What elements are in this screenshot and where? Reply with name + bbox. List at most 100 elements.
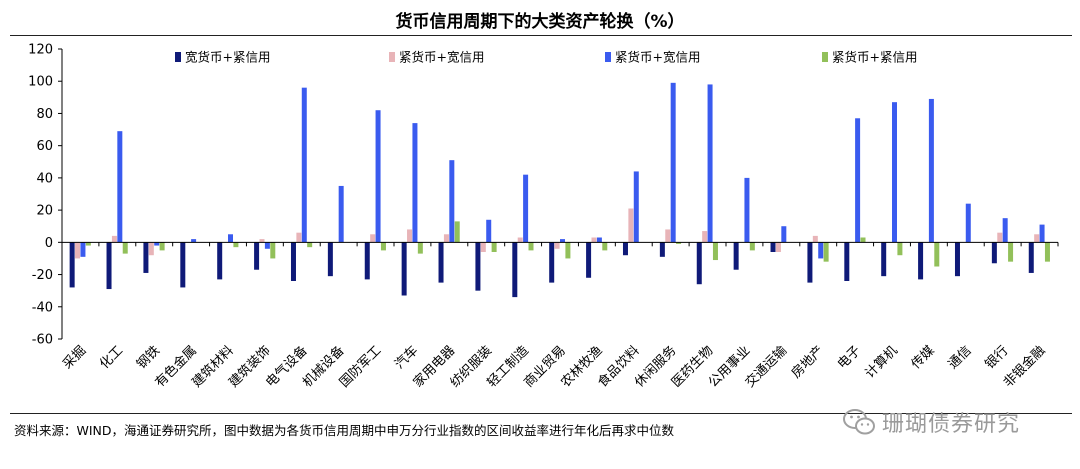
bar-3 xyxy=(928,98,934,243)
watermark: 珊瑚债券研究 xyxy=(842,405,1052,439)
legend-swatch xyxy=(175,52,181,62)
legend-label: 紧货币+宽信用 xyxy=(615,50,700,65)
bar-3 xyxy=(560,239,565,243)
bar-1 xyxy=(106,242,112,290)
x-tick-label: 汽车 xyxy=(392,343,422,373)
bar-1 xyxy=(622,242,628,256)
bar-2 xyxy=(443,234,449,243)
bar-1 xyxy=(770,242,776,252)
bar-1 xyxy=(733,242,739,270)
bar-2 xyxy=(554,242,560,249)
y-tick-label: -60 xyxy=(32,333,53,348)
bar-4 xyxy=(602,242,608,251)
y-tick-label: -40 xyxy=(32,300,53,315)
bar-2 xyxy=(480,242,486,252)
bar-3 xyxy=(228,234,233,243)
y-tick-label: 100 xyxy=(28,75,53,90)
bar-1 xyxy=(327,242,333,277)
bar-4 xyxy=(860,237,866,243)
bar-3 xyxy=(523,174,529,243)
bar-4 xyxy=(712,242,718,261)
bar-3 xyxy=(670,82,676,243)
bar-3 xyxy=(1002,218,1008,243)
bar-1 xyxy=(586,242,592,278)
x-tick-label: 采掘 xyxy=(60,343,89,372)
bar-4 xyxy=(307,242,313,248)
bar-1 xyxy=(807,242,813,283)
legend-swatch xyxy=(389,52,395,62)
bar-3 xyxy=(1039,224,1045,243)
y-tick-label: -20 xyxy=(32,268,53,283)
y-tick-label: 60 xyxy=(36,139,53,154)
bar-3 xyxy=(154,242,160,246)
bar-4 xyxy=(1008,242,1014,262)
bar-2 xyxy=(665,229,671,243)
bar-2 xyxy=(370,234,376,243)
y-tick-label: 80 xyxy=(36,107,53,122)
bar-4 xyxy=(270,242,276,259)
bar-2 xyxy=(591,237,597,243)
x-tick-label: 非银金融 xyxy=(1000,343,1048,391)
bar-3 xyxy=(338,185,344,243)
bar-1 xyxy=(438,242,444,283)
bar-2 xyxy=(628,208,634,243)
bar-2 xyxy=(702,231,708,243)
bar-4 xyxy=(491,242,497,252)
bar-3 xyxy=(301,87,307,243)
bar-1 xyxy=(918,242,924,280)
bar-3 xyxy=(486,219,492,243)
bar-2 xyxy=(775,242,781,252)
bar-3 xyxy=(449,160,455,243)
bar-1 xyxy=(401,242,407,296)
y-tick-label: 0 xyxy=(45,236,53,251)
bar-3 xyxy=(191,239,197,243)
bar-3 xyxy=(707,84,713,243)
bar-4 xyxy=(528,242,534,251)
bar-1 xyxy=(881,242,887,277)
x-tick-label: 传媒 xyxy=(909,343,938,372)
bar-3 xyxy=(781,226,787,243)
bar-3 xyxy=(965,203,971,243)
bar-4 xyxy=(565,242,571,259)
x-tick-label: 通信 xyxy=(946,343,975,372)
x-tick-label: 计算机 xyxy=(863,343,901,381)
bar-4 xyxy=(233,242,239,248)
bar-3 xyxy=(633,171,639,243)
x-tick-label: 交通运输 xyxy=(742,343,790,391)
x-tick-label: 化工 xyxy=(97,343,126,372)
bar-3 xyxy=(264,242,270,249)
bar-2 xyxy=(812,235,818,243)
x-tick-label: 钢铁 xyxy=(134,343,163,372)
bar-1 xyxy=(290,242,296,281)
bar-4 xyxy=(417,242,423,254)
bar-2 xyxy=(517,237,523,243)
bar-1 xyxy=(69,242,75,288)
legend-label: 紧货币+宽信用 xyxy=(399,50,484,65)
bar-1 xyxy=(180,242,186,288)
bar-3 xyxy=(375,110,381,243)
bar-2 xyxy=(1034,234,1040,243)
bar-1 xyxy=(549,242,555,283)
bar-2 xyxy=(111,235,117,243)
y-tick-label: 40 xyxy=(36,171,53,186)
bar-3 xyxy=(855,118,861,243)
bar-1 xyxy=(254,242,260,270)
bar-2 xyxy=(75,242,81,259)
bar-1 xyxy=(475,242,481,291)
bar-4 xyxy=(934,242,940,267)
bar-1 xyxy=(512,242,518,298)
legend-swatch xyxy=(605,52,611,62)
x-tick-label: 银行 xyxy=(982,343,1011,372)
bar-3 xyxy=(80,242,86,257)
wechat-icon xyxy=(843,409,875,435)
source-rule xyxy=(10,413,1072,414)
y-tick-label: 20 xyxy=(36,204,53,219)
legend-swatch xyxy=(822,52,828,62)
x-tick-label: 国防军工 xyxy=(336,343,384,391)
bar-3 xyxy=(117,131,123,243)
bar-3 xyxy=(892,102,897,243)
bar-1 xyxy=(1028,242,1034,273)
bar-1 xyxy=(217,242,223,280)
bar-3 xyxy=(818,242,824,259)
